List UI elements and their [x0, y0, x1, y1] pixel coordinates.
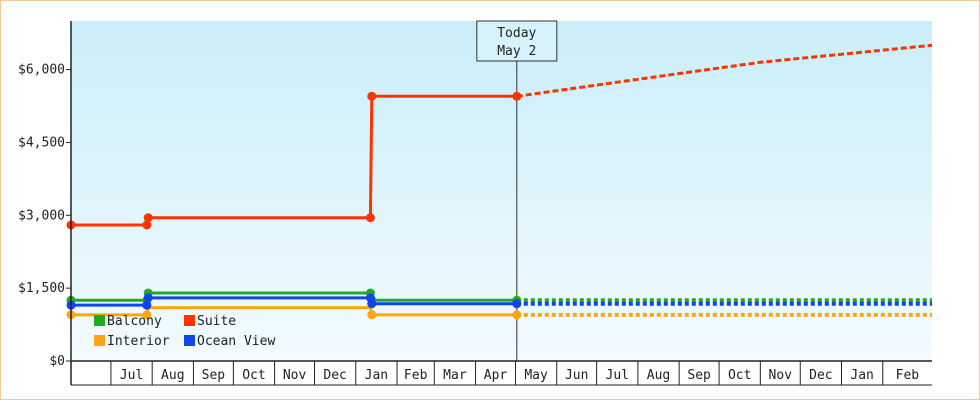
x-month-label: Oct: [242, 368, 265, 383]
legend-label-balcony: Balcony: [107, 314, 162, 329]
x-month-label: Dec: [323, 368, 346, 383]
y-tick-label: $4,500: [18, 135, 65, 150]
series-line-balcony: [71, 291, 517, 302]
x-month-label: Nov: [283, 368, 307, 383]
x-month-label: Jun: [565, 368, 588, 383]
x-month-label: Aug: [161, 368, 184, 383]
data-point-suite: [512, 91, 522, 101]
data-point-suite: [143, 213, 153, 223]
data-point-ocean-view: [512, 299, 522, 309]
data-point-interior: [142, 310, 152, 320]
legend-swatch-interior: [94, 335, 105, 346]
x-month-label: Jul: [120, 368, 143, 383]
x-month-label: Mar: [443, 368, 467, 383]
legend-swatch-suite: [184, 315, 195, 326]
data-point-ocean-view: [142, 300, 152, 310]
data-point-interior: [367, 310, 377, 320]
legend-label-ocean-view: Ocean View: [197, 334, 275, 349]
x-month-label: Jan: [850, 368, 873, 383]
x-month-label: Aug: [647, 368, 670, 383]
today-label-date: May 2: [497, 44, 536, 59]
x-month-label: Feb: [404, 368, 428, 383]
x-month-label: Sep: [202, 368, 226, 383]
data-point-suite: [367, 91, 377, 101]
x-month-label: Nov: [769, 368, 793, 383]
y-tick-label: $1,500: [18, 281, 65, 296]
y-tick-label: $0: [49, 354, 65, 369]
x-month-label: Oct: [728, 368, 751, 383]
data-point-ocean-view: [143, 293, 153, 303]
x-month-label: Sep: [687, 368, 711, 383]
y-tick-label: $6,000: [18, 63, 65, 78]
series-line-interior: [71, 306, 517, 317]
x-month-label: Dec: [809, 368, 832, 383]
projection-line-suite: [516, 43, 933, 98]
x-month-label: Jan: [365, 368, 388, 383]
data-point-suite: [365, 213, 375, 223]
today-label-title: Today: [497, 26, 536, 41]
data-point-suite: [142, 220, 152, 230]
series-line-suite: [71, 94, 517, 227]
x-month-label: May: [524, 368, 548, 383]
legend-swatch-ocean-view: [184, 335, 195, 346]
today-label-box: [476, 20, 558, 62]
legend-label-suite: Suite: [197, 314, 236, 329]
x-month-label: Apr: [484, 368, 508, 383]
x-month-label: Feb: [896, 368, 920, 383]
series-line-ocean-view: [71, 296, 517, 307]
x-month-label: Jul: [606, 368, 629, 383]
data-point-interior: [512, 310, 522, 320]
legend-swatch-balcony: [94, 315, 105, 326]
y-tick-label: $3,000: [18, 208, 65, 223]
plot-background: [71, 21, 932, 361]
data-point-ocean-view: [367, 299, 377, 309]
legend-label-interior: Interior: [107, 334, 170, 349]
